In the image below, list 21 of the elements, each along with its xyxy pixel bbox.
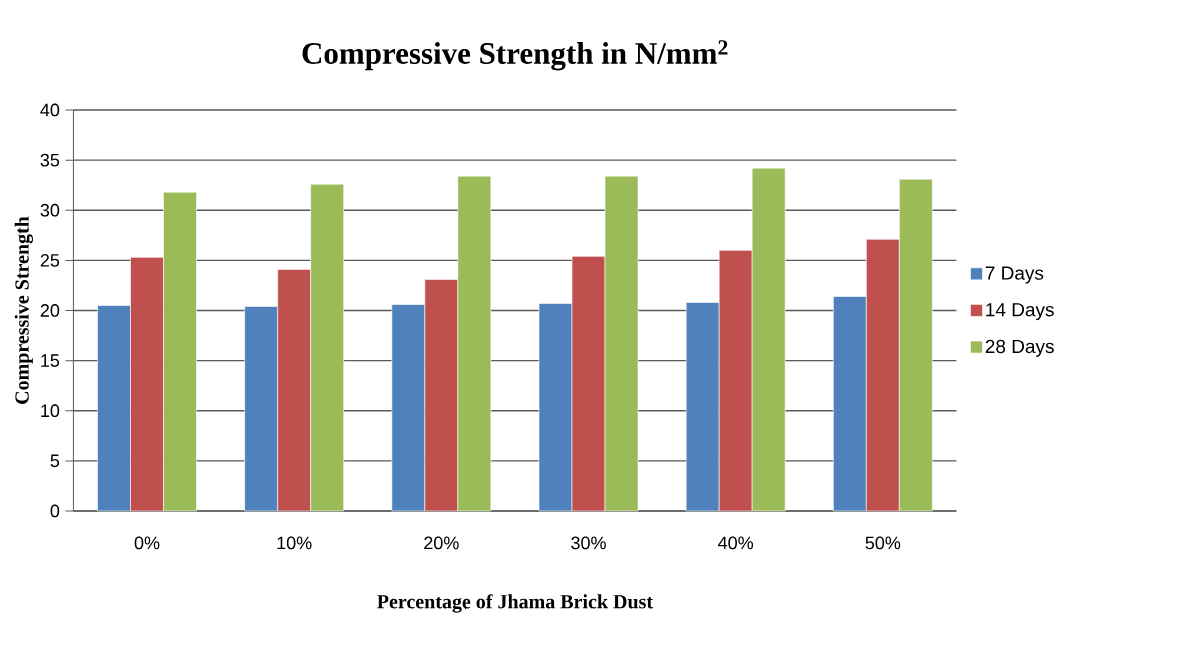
x-axis-title: Percentage of Jhama Brick Dust — [377, 594, 653, 613]
y-tick-label: 25 — [40, 254, 60, 267]
x-tick-label: 10% — [277, 536, 312, 550]
x-tick-label: 0% — [134, 536, 160, 550]
y-axis-title: Compressive Strength — [14, 216, 33, 404]
x-tick-label: 30% — [571, 536, 606, 550]
legend-label: 7 Days — [985, 266, 1044, 284]
y-tick-label: 30 — [40, 203, 60, 217]
legend-label: 14 Days — [986, 303, 1054, 321]
legend-label: 28 Days — [985, 339, 1054, 357]
y-tick-label: 35 — [40, 153, 60, 167]
x-tick-label: 40% — [718, 536, 754, 550]
y-tick-label: 5 — [50, 454, 60, 468]
x-tick-label: 50% — [865, 536, 901, 550]
chart-title: Compressive Strength in N/mm$^{2}$ — [302, 40, 728, 71]
y-tick-label: 10 — [41, 404, 60, 418]
y-tick-label: 20 — [40, 304, 60, 317]
y-tick-label: 0 — [50, 504, 60, 518]
y-tick-label: 15 — [41, 354, 60, 367]
x-tick-label: 20% — [424, 536, 459, 550]
y-tick-label: 40 — [40, 103, 60, 117]
